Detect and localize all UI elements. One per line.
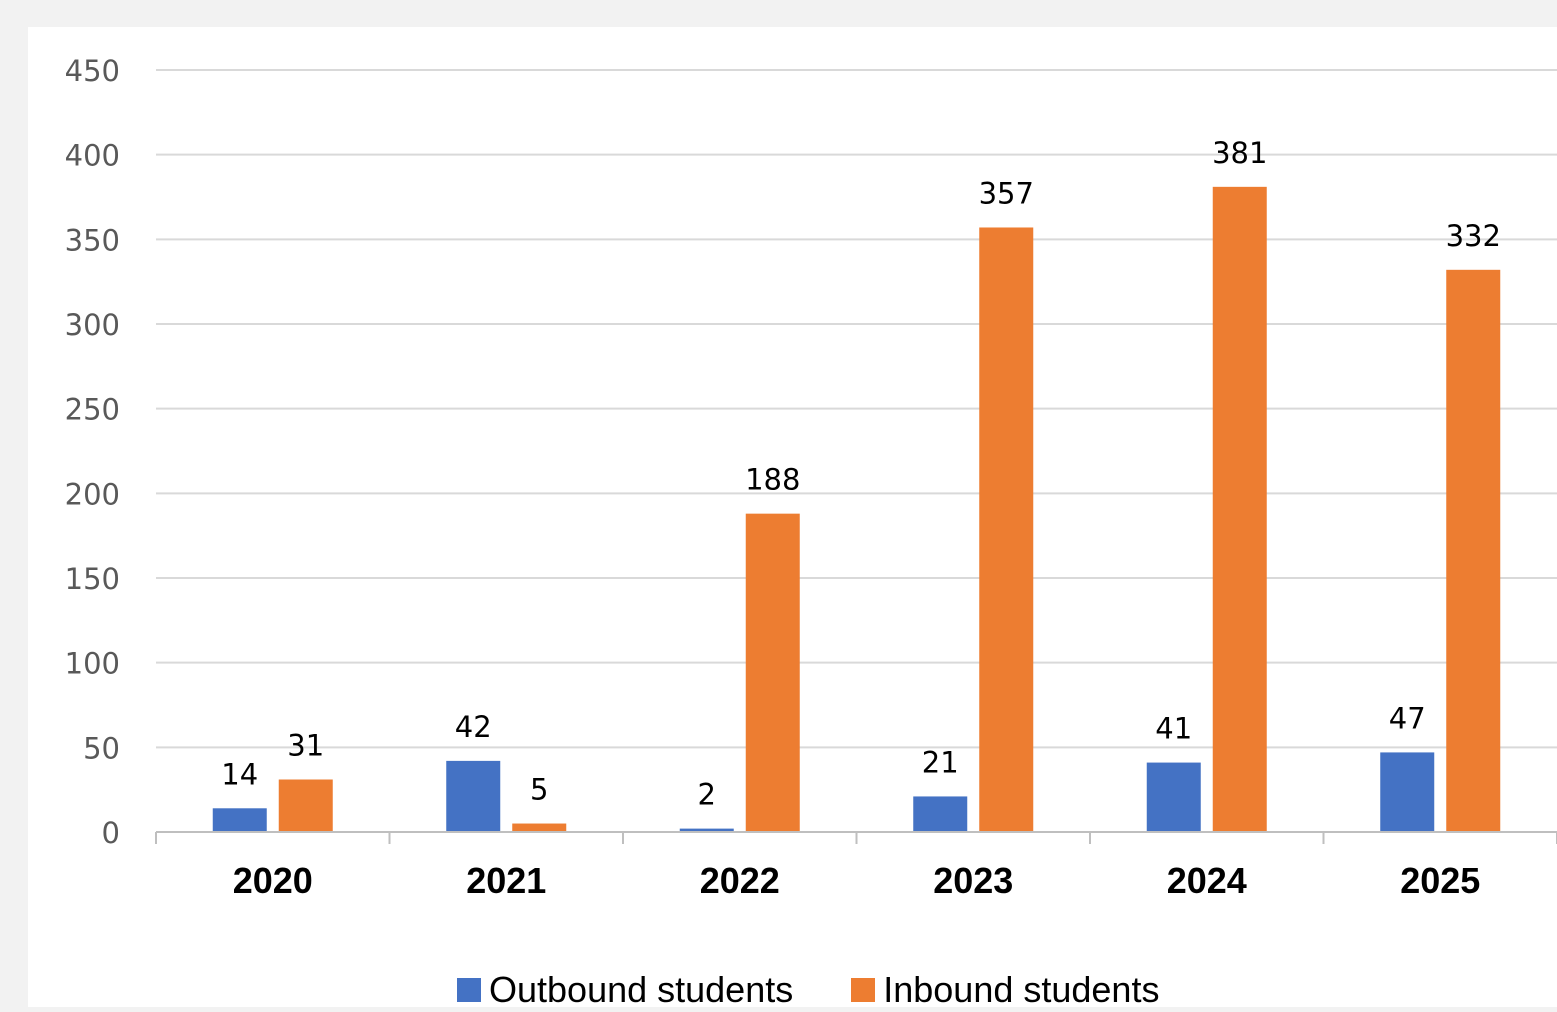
data-label: 357 [979, 176, 1034, 210]
y-tick-label: 300 [65, 308, 120, 342]
bar-outbound-2022 [679, 828, 734, 832]
data-label: 5 [530, 773, 548, 807]
bar-outbound-2025 [1380, 752, 1435, 832]
x-tick-label: 2020 [233, 860, 313, 901]
data-label: 2 [698, 778, 716, 812]
data-label: 41 [1155, 712, 1192, 746]
x-tick-label: 2022 [700, 860, 780, 901]
data-labels: 14 31 42 5 2 188 21 357 41 381 47 332 [221, 136, 1501, 812]
legend-label-outbound: Outbound students [489, 969, 794, 1010]
x-tick-label: 2021 [466, 860, 546, 901]
legend-item-inbound: Inbound students [851, 968, 1159, 1012]
y-tick-label: 200 [65, 477, 120, 511]
legend-item-outbound: Outbound students [457, 968, 793, 1012]
bar-chart: 0 50 100 150 200 250 300 350 400 450 14 31 42 5 2 188 2… [65, 54, 1557, 901]
data-label: 31 [287, 729, 324, 763]
bar-outbound-2023 [913, 796, 968, 832]
y-tick-label: 0 [102, 816, 120, 850]
x-tick-label: 2023 [933, 860, 1013, 901]
legend-swatch-outbound [457, 978, 481, 1002]
data-label: 188 [745, 463, 800, 497]
x-axis [155, 831, 1557, 844]
x-tick-label: 2024 [1167, 860, 1247, 901]
gridlines [156, 69, 1557, 749]
y-tick-label: 100 [65, 647, 120, 681]
legend-swatch-inbound [851, 978, 876, 1002]
data-label: 21 [922, 745, 959, 779]
data-label: 47 [1389, 701, 1426, 735]
data-label: 332 [1446, 219, 1501, 253]
bar-inbound-2023 [979, 227, 1034, 833]
x-axis-ticks: 2020 2021 2022 2023 2024 2025 [233, 860, 1481, 901]
bar-inbound-2024 [1212, 186, 1267, 833]
bar-inbound-2022 [745, 513, 800, 832]
y-tick-label: 150 [65, 562, 120, 596]
y-tick-label: 450 [65, 54, 120, 88]
legend: Outbound students Inbound students [457, 968, 1217, 1012]
data-label: 381 [1212, 136, 1267, 170]
bar-inbound-2020 [278, 779, 333, 832]
bar-outbound-2021 [446, 760, 501, 832]
y-tick-label: 50 [83, 731, 120, 765]
bar-inbound-2025 [1446, 269, 1501, 832]
legend-label-inbound: Inbound students [883, 969, 1160, 1010]
y-tick-label: 250 [65, 393, 120, 427]
bar-outbound-2020 [212, 808, 267, 832]
chart-panel: 0 50 100 150 200 250 300 350 400 450 14 31 42 5 2 188 2… [28, 27, 1557, 1007]
x-tick-label: 2025 [1400, 860, 1480, 901]
data-label: 14 [221, 757, 258, 791]
bar-inbound-2021 [512, 823, 567, 832]
data-label: 42 [455, 710, 492, 744]
bars [212, 186, 1501, 833]
y-tick-label: 400 [65, 139, 120, 173]
y-axis-ticks: 0 50 100 150 200 250 300 350 400 450 [65, 54, 120, 850]
bar-outbound-2024 [1146, 762, 1201, 832]
y-tick-label: 350 [65, 223, 120, 257]
